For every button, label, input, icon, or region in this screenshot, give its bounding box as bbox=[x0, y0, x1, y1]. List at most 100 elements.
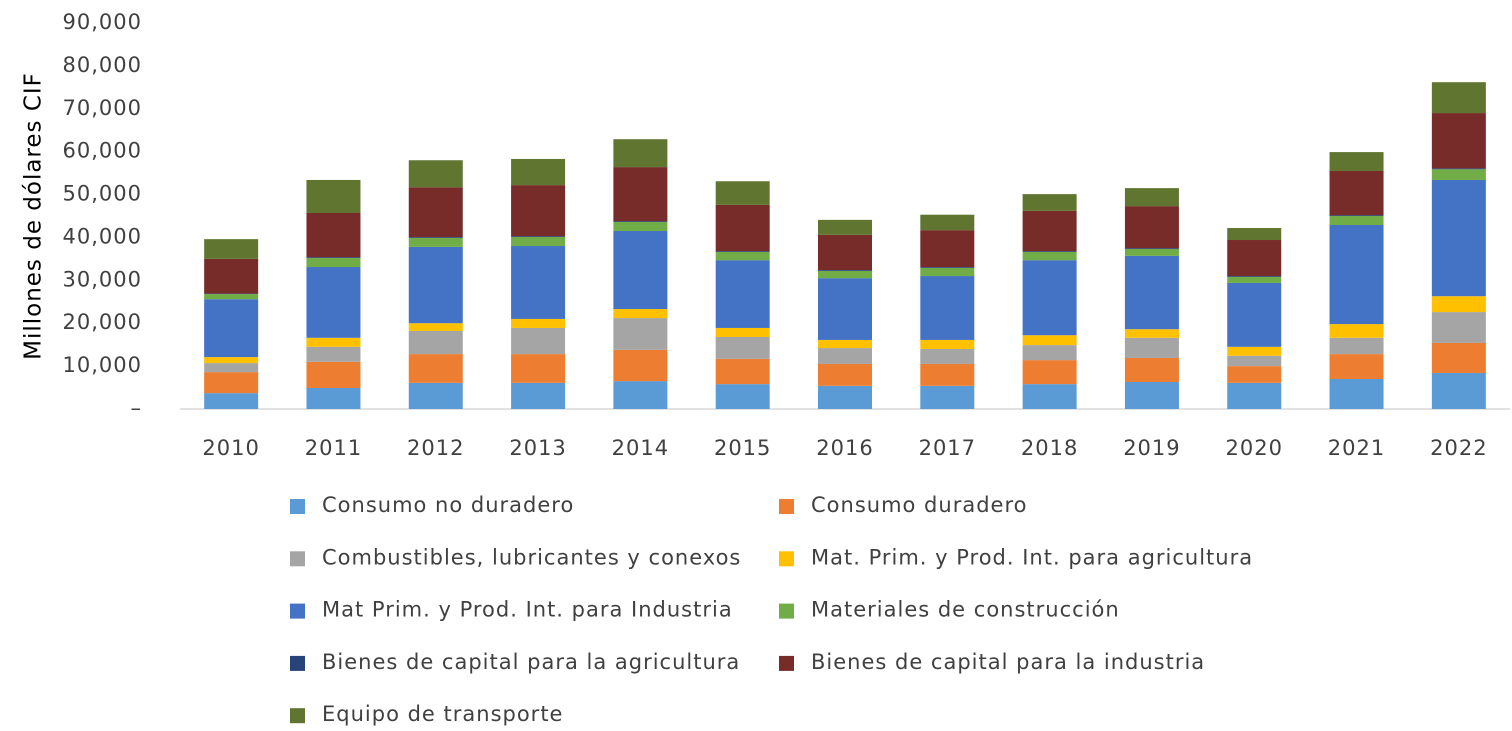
bar-segment bbox=[306, 180, 360, 213]
bar-segment bbox=[1432, 169, 1486, 180]
bar-segment bbox=[1227, 283, 1281, 347]
bar-segment bbox=[613, 167, 667, 221]
bar-segment bbox=[511, 185, 565, 236]
bar-segment bbox=[204, 363, 258, 372]
bar-segment bbox=[1023, 251, 1077, 252]
bar-segment bbox=[1125, 358, 1179, 382]
bar-segment bbox=[716, 181, 770, 205]
bar-segment bbox=[716, 359, 770, 384]
legend-swatch bbox=[779, 604, 794, 619]
x-tick-label: 2011 bbox=[305, 436, 362, 460]
bar-segment bbox=[1432, 180, 1486, 296]
x-tick-label: 2012 bbox=[407, 436, 464, 460]
bar-segment bbox=[1125, 256, 1179, 329]
bar-segment bbox=[1227, 228, 1281, 240]
x-tick-label: 2014 bbox=[612, 436, 669, 460]
bar-segment bbox=[306, 347, 360, 362]
bar-segment bbox=[1432, 312, 1486, 343]
bar-segment bbox=[1125, 382, 1179, 409]
bar-segment bbox=[306, 388, 360, 409]
bar-segment bbox=[1432, 296, 1486, 312]
y-tick-label: 70,000 bbox=[63, 96, 142, 120]
bar-segment bbox=[1023, 384, 1077, 409]
bar-segment bbox=[306, 362, 360, 388]
bar-segment bbox=[613, 318, 667, 350]
x-tick-label: 2020 bbox=[1226, 436, 1283, 460]
legend-label: Combustibles, lubricantes y conexos bbox=[322, 545, 741, 569]
bar-segment bbox=[920, 340, 974, 349]
bar-segment bbox=[1023, 252, 1077, 260]
bar-segment bbox=[920, 364, 974, 386]
bar-segment bbox=[1330, 171, 1384, 215]
bar-segment bbox=[1330, 354, 1384, 379]
legend-label: Materiales de construcción bbox=[811, 598, 1120, 622]
bar-segment bbox=[511, 354, 565, 383]
bar-segment bbox=[409, 323, 463, 331]
bar-segment bbox=[818, 271, 872, 278]
legend-label: Mat Prim. y Prod. Int. para Industria bbox=[322, 598, 733, 622]
y-tick-label: 60,000 bbox=[63, 139, 142, 163]
bar-segment bbox=[306, 213, 360, 257]
bar-segment bbox=[1227, 277, 1281, 283]
bar-segment bbox=[1330, 216, 1384, 225]
legend-swatch bbox=[779, 656, 794, 671]
bar-segment bbox=[716, 252, 770, 260]
x-tick-label: 2018 bbox=[1021, 436, 1078, 460]
bar-segment bbox=[920, 267, 974, 268]
bar-segment bbox=[716, 251, 770, 252]
y-tick-label: 80,000 bbox=[63, 53, 142, 77]
bar-segment bbox=[1432, 113, 1486, 168]
bar-segment bbox=[1330, 338, 1384, 354]
bar-segment bbox=[409, 247, 463, 323]
bar-segment bbox=[204, 357, 258, 363]
legend-label: Equipo de transporte bbox=[322, 702, 563, 726]
bar-segment bbox=[1330, 379, 1384, 409]
bar-segment bbox=[1227, 366, 1281, 383]
bar-segment bbox=[1432, 168, 1486, 169]
bar-segment bbox=[920, 276, 974, 340]
bar-segment bbox=[409, 187, 463, 237]
bar-segment bbox=[613, 231, 667, 309]
bar-segment bbox=[1125, 206, 1179, 248]
y-tick-label: 40,000 bbox=[63, 224, 142, 248]
bar-segment bbox=[511, 319, 565, 328]
bar-segment bbox=[204, 294, 258, 299]
bar-segment bbox=[818, 364, 872, 386]
bar-segment bbox=[1432, 343, 1486, 373]
bar-segment bbox=[1330, 152, 1384, 171]
bar-segment bbox=[1432, 82, 1486, 113]
x-tick-label: 2016 bbox=[816, 436, 873, 460]
bar-segment bbox=[511, 383, 565, 409]
bar-segment bbox=[1330, 225, 1384, 324]
bar-segment bbox=[1125, 338, 1179, 358]
bar-segment bbox=[920, 349, 974, 364]
bar-segment bbox=[1227, 383, 1281, 409]
legend-swatch bbox=[290, 499, 305, 514]
x-tick-label: 2022 bbox=[1430, 436, 1487, 460]
bar-segment bbox=[1227, 356, 1281, 366]
legend-label: Bienes de capital para la agricultura bbox=[322, 650, 740, 674]
bar-segment bbox=[818, 235, 872, 270]
legend-swatch bbox=[290, 604, 305, 619]
bar-segment bbox=[818, 386, 872, 409]
x-tick-label: 2021 bbox=[1328, 436, 1385, 460]
bar-segment bbox=[306, 257, 360, 258]
bar-segment bbox=[511, 328, 565, 354]
bar-segment bbox=[306, 258, 360, 267]
legend-swatch bbox=[779, 499, 794, 514]
bar-segment bbox=[613, 221, 667, 222]
bar-segment bbox=[409, 383, 463, 409]
bar-segment bbox=[716, 337, 770, 359]
bar-segment bbox=[511, 237, 565, 246]
legend-label: Consumo no duradero bbox=[322, 493, 574, 517]
bar-segment bbox=[1023, 260, 1077, 335]
bar-segment bbox=[818, 270, 872, 271]
bar-segment bbox=[409, 238, 463, 247]
bar-segment bbox=[511, 159, 565, 185]
x-tick-label: 2019 bbox=[1123, 436, 1180, 460]
bar-segment bbox=[1125, 188, 1179, 206]
bar-segment bbox=[1125, 249, 1179, 256]
bar-segment bbox=[204, 372, 258, 393]
bar-segment bbox=[613, 309, 667, 318]
bar-segment bbox=[920, 268, 974, 276]
